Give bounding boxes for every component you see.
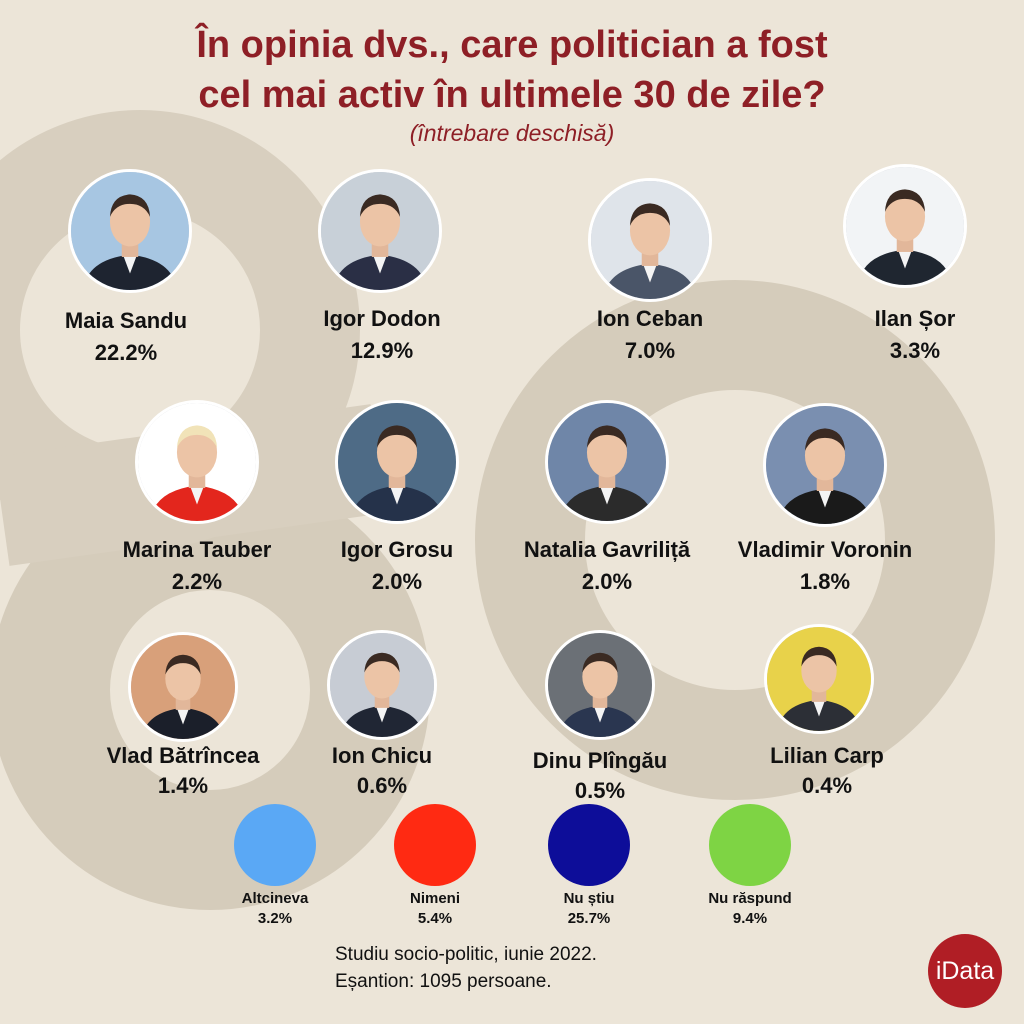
portrait-icon	[548, 633, 652, 737]
politician-percentage: 2.0%	[371, 569, 423, 594]
option-label: Nimeni	[409, 890, 460, 907]
option-label: Altcineva	[241, 890, 309, 907]
politician-percentage: 2.2%	[171, 569, 223, 594]
politician-photo	[327, 630, 437, 740]
option-label: Nu știu	[563, 890, 615, 907]
portrait-icon	[338, 403, 456, 521]
portrait-icon	[321, 172, 439, 290]
politician-percentage: 0.5%	[574, 778, 626, 803]
politician-name: Igor Dodon	[323, 306, 441, 331]
option-color-circle	[394, 804, 476, 886]
politician-photo	[545, 630, 655, 740]
politician-photo	[335, 400, 459, 524]
politician-photo	[588, 178, 712, 302]
politician-name: Ion Ceban	[596, 306, 704, 331]
portrait-icon	[138, 403, 256, 521]
option-color-circle	[709, 804, 791, 886]
politician-percentage: 1.8%	[799, 569, 851, 594]
politician-photo	[128, 632, 238, 742]
option-percentage: 3.2%	[257, 910, 293, 927]
footer-sample: Eșantion: 1095 persoane.	[335, 971, 552, 992]
portrait-icon	[548, 403, 666, 521]
portrait-icon	[71, 172, 189, 290]
portrait-icon	[846, 167, 964, 285]
politician-photo	[545, 400, 669, 524]
politician-name: Natalia Gavriliță	[523, 537, 691, 562]
politician-photo	[318, 169, 442, 293]
politician-name: Marina Tauber	[122, 537, 272, 562]
politician-percentage: 7.0%	[624, 338, 676, 363]
politician-percentage: 3.3%	[889, 338, 941, 363]
politician-name: Igor Grosu	[340, 537, 454, 562]
politician-name: Maia Sandu	[64, 308, 188, 333]
politician-name: Ilan Șor	[874, 306, 956, 331]
politician-name: Vlad Bătrîncea	[106, 743, 260, 768]
politician-percentage: 2.0%	[581, 569, 633, 594]
politician-name: Ion Chicu	[331, 743, 433, 768]
option-color-circle	[548, 804, 630, 886]
politician-photo	[68, 169, 192, 293]
politician-photo	[763, 403, 887, 527]
politician-name: Lilian Carp	[770, 743, 884, 768]
option-label: Nu răspund	[708, 890, 792, 907]
politician-name: Vladimir Voronin	[737, 537, 913, 562]
option-percentage: 25.7%	[567, 910, 611, 927]
option-percentage: 5.4%	[417, 910, 453, 927]
politician-photo	[135, 400, 259, 524]
politician-percentage: 22.2%	[94, 340, 158, 365]
politician-percentage: 0.4%	[801, 773, 853, 798]
politician-percentage: 0.6%	[356, 773, 408, 798]
option-color-circle	[234, 804, 316, 886]
footer-study: Studiu socio-politic, iunie 2022.	[335, 944, 597, 965]
page-subtitle: (întrebare deschisă)	[409, 120, 615, 146]
portrait-icon	[131, 635, 235, 739]
portrait-icon	[766, 406, 884, 524]
portrait-icon	[330, 633, 434, 737]
page-title-line-1: În opinia dvs., care politician a fost	[196, 24, 828, 66]
politician-photo	[843, 164, 967, 288]
politician-percentage: 1.4%	[157, 773, 209, 798]
politician-photo	[764, 624, 874, 734]
idata-logo: iData	[928, 934, 1002, 1008]
page-title-line-2: cel mai activ în ultimele 30 de zile?	[198, 74, 826, 116]
option-percentage: 9.4%	[732, 910, 768, 927]
politician-percentage: 12.9%	[350, 338, 414, 363]
portrait-icon	[591, 181, 709, 299]
portrait-icon	[767, 627, 871, 731]
politician-name: Dinu Plîngău	[532, 748, 668, 773]
